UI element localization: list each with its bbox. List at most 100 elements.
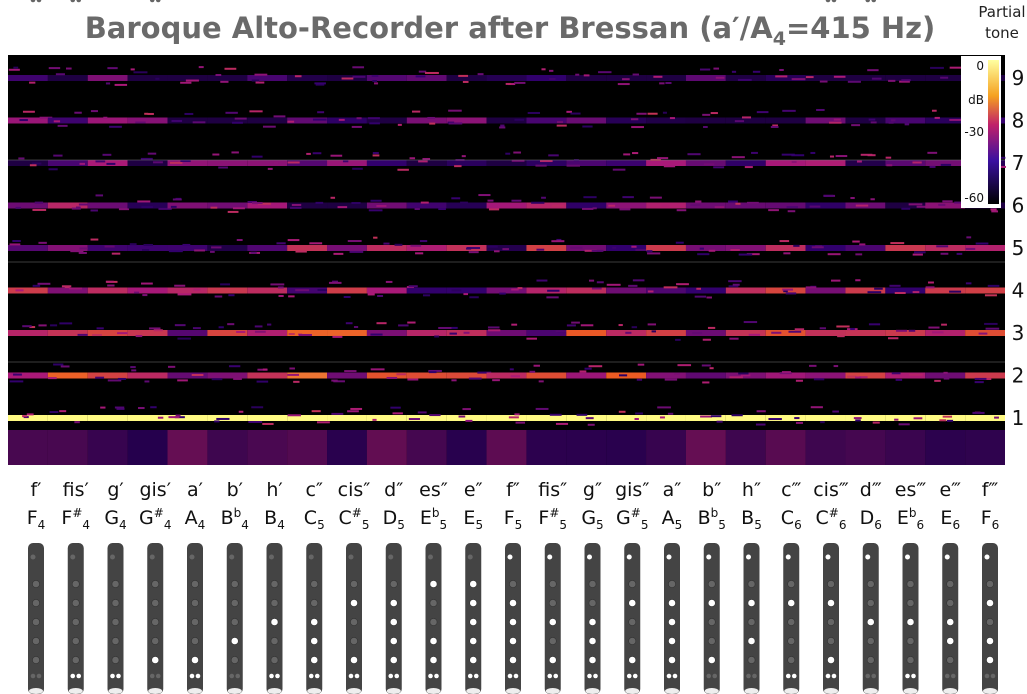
harmonic-band (446, 372, 487, 379)
note-octave: 5 (397, 518, 405, 532)
hole (588, 599, 597, 607)
noise (702, 381, 710, 384)
harmonic-band (805, 415, 846, 421)
noise (71, 207, 81, 210)
noise (965, 282, 972, 285)
harmonic-band (8, 330, 48, 336)
noise (584, 367, 592, 370)
hole (990, 0, 996, 3)
hole (467, 0, 473, 3)
noise (78, 203, 90, 206)
harmonic-band (287, 415, 328, 421)
noise (768, 418, 782, 421)
noise (216, 417, 230, 420)
low-noise (247, 430, 288, 465)
noise (510, 375, 520, 378)
hole (990, 673, 996, 679)
noise (770, 125, 779, 128)
harmonic-band (685, 75, 726, 81)
hole (706, 0, 712, 3)
hole (588, 637, 597, 645)
noise (37, 282, 51, 285)
noise (661, 204, 670, 207)
harmonic-band (765, 330, 806, 336)
recorder (584, 0, 601, 694)
harmonic-band (247, 372, 288, 379)
noise (79, 162, 85, 165)
noise (278, 294, 284, 297)
noise (95, 160, 106, 163)
thumb-hole (666, 554, 672, 560)
note-english: F5 (504, 507, 523, 532)
harmonic-band (327, 160, 367, 166)
harmonic-band (486, 287, 527, 294)
noise (370, 368, 385, 371)
hole (270, 618, 279, 626)
hole (865, 673, 871, 679)
noise (137, 200, 151, 203)
harmonic-band (765, 117, 806, 124)
noise (566, 324, 576, 327)
hole (151, 637, 160, 645)
noise (556, 124, 567, 127)
noise (536, 248, 545, 251)
hole (827, 580, 835, 588)
recorder (67, 0, 84, 694)
note-letter: C (304, 507, 317, 529)
hole (350, 580, 358, 588)
noise (699, 68, 711, 71)
hole (707, 637, 716, 645)
harmonic-band (606, 287, 647, 294)
harmonic-band (406, 287, 447, 294)
noise (820, 421, 825, 424)
hole (507, 673, 513, 679)
note-german: gis″ (615, 479, 649, 501)
noise (592, 207, 597, 210)
note-octave: 5 (515, 518, 523, 532)
recorder-bell (426, 688, 441, 694)
noise (868, 118, 876, 121)
hole (827, 637, 835, 645)
harmonic-band (606, 245, 647, 251)
noise (262, 422, 274, 425)
noise (819, 327, 826, 330)
noise (687, 153, 701, 156)
noise (888, 337, 899, 340)
noise (505, 82, 511, 85)
noise (170, 205, 177, 208)
hole (628, 580, 637, 588)
noise (940, 252, 949, 255)
recorder (385, 0, 402, 694)
harmonic-band (167, 245, 208, 251)
thumb-hole (348, 554, 354, 560)
noise (659, 82, 665, 85)
note-octave: 5 (440, 518, 448, 532)
noise (859, 243, 866, 246)
noise (731, 70, 737, 73)
recorder-bell (625, 688, 640, 694)
hole (752, 0, 757, 3)
low-noise (845, 430, 886, 465)
noise (351, 125, 362, 128)
noise (756, 410, 766, 413)
thumb-hole (308, 554, 314, 560)
hole (30, 673, 36, 679)
noise (509, 368, 514, 371)
noise (632, 279, 645, 282)
hole (389, 599, 398, 607)
harmonic-band (47, 245, 88, 251)
thumb-hole (865, 554, 871, 560)
spectrogram-bands (8, 66, 1006, 465)
note-accidental: b (909, 506, 917, 520)
harmonic-band (47, 372, 88, 379)
harmonic-band (566, 75, 607, 81)
noise (715, 76, 725, 79)
note-letter: G (616, 507, 631, 529)
hole (230, 637, 239, 645)
thumb-hole (905, 554, 910, 560)
hole (668, 656, 676, 664)
noise (13, 66, 19, 69)
hole (473, 0, 479, 3)
harmonic-band (725, 75, 766, 81)
hole (189, 0, 195, 3)
